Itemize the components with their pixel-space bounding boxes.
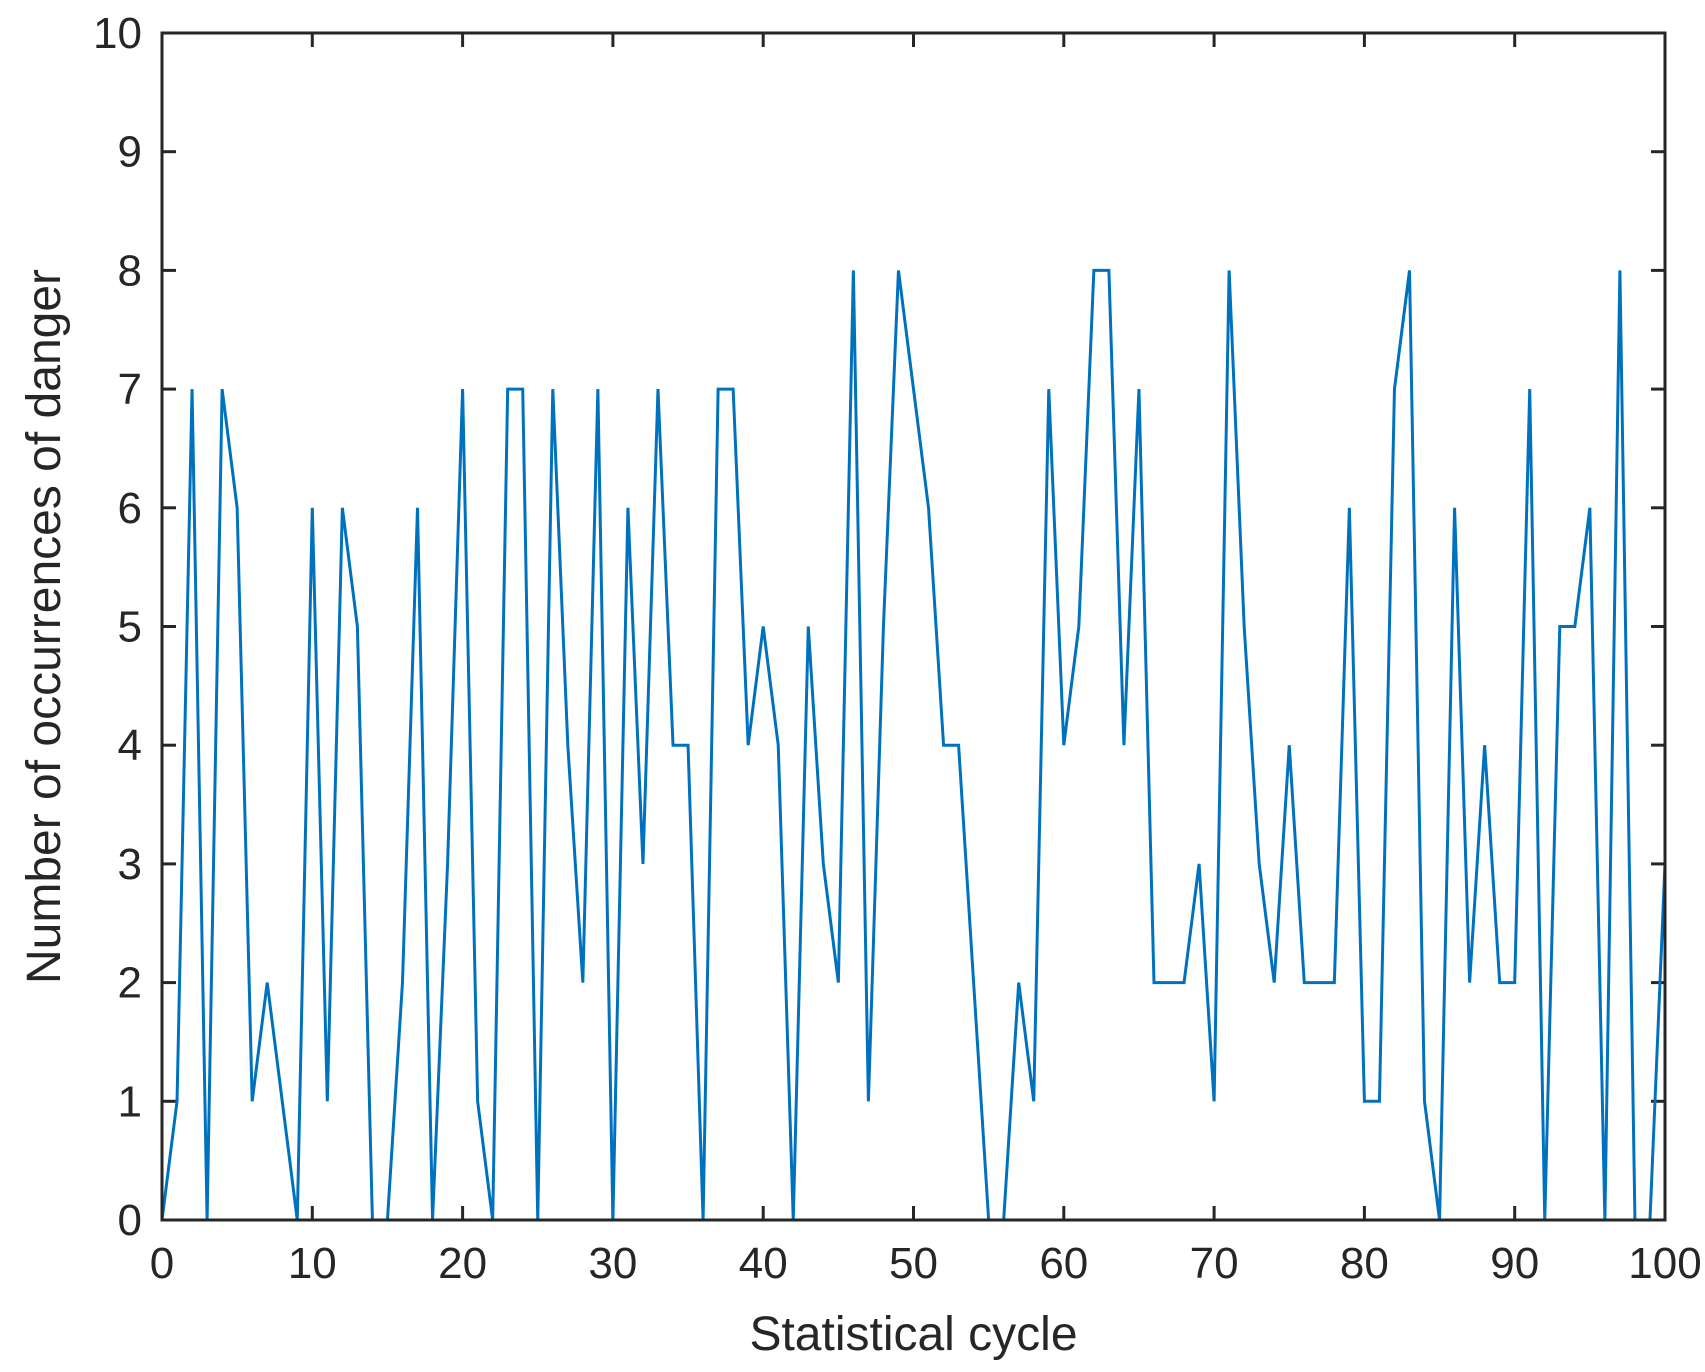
- x-tick-label: 70: [1190, 1239, 1239, 1288]
- x-tick-label: 80: [1340, 1239, 1389, 1288]
- x-tick-label: 40: [739, 1239, 788, 1288]
- x-tick-label: 90: [1490, 1239, 1539, 1288]
- x-tick-label: 10: [288, 1239, 337, 1288]
- y-axis-title: Number of occurrences of danger: [18, 269, 71, 984]
- x-tick-label: 60: [1039, 1239, 1088, 1288]
- plot-frame: [160, 31, 1667, 1222]
- y-tick-label: 10: [93, 9, 142, 58]
- y-tick-label: 1: [118, 1077, 142, 1126]
- x-tick-label: 50: [889, 1239, 938, 1288]
- x-tick-label: 100: [1628, 1239, 1701, 1288]
- x-tick-label: 0: [150, 1239, 174, 1288]
- series-layer: [160, 268, 1667, 1222]
- y-tick-label: 9: [118, 128, 142, 177]
- x-axis-ticks: 0 10 20 30 40 50 60 70 80 90 100: [150, 33, 1702, 1288]
- y-tick-label: 0: [118, 1196, 142, 1245]
- y-tick-label: 8: [118, 246, 142, 295]
- y-tick-label: 3: [118, 840, 142, 889]
- y-tick-label: 4: [118, 721, 142, 770]
- x-tick-label: 20: [438, 1239, 487, 1288]
- x-axis-title: Statistical cycle: [749, 1308, 1077, 1361]
- y-tick-label: 6: [118, 484, 142, 533]
- y-tick-label: 2: [118, 959, 142, 1008]
- series-line: [160, 268, 1667, 1222]
- x-tick-label: 30: [588, 1239, 637, 1288]
- y-tick-label: 5: [118, 603, 142, 652]
- y-tick-label: 7: [118, 365, 142, 414]
